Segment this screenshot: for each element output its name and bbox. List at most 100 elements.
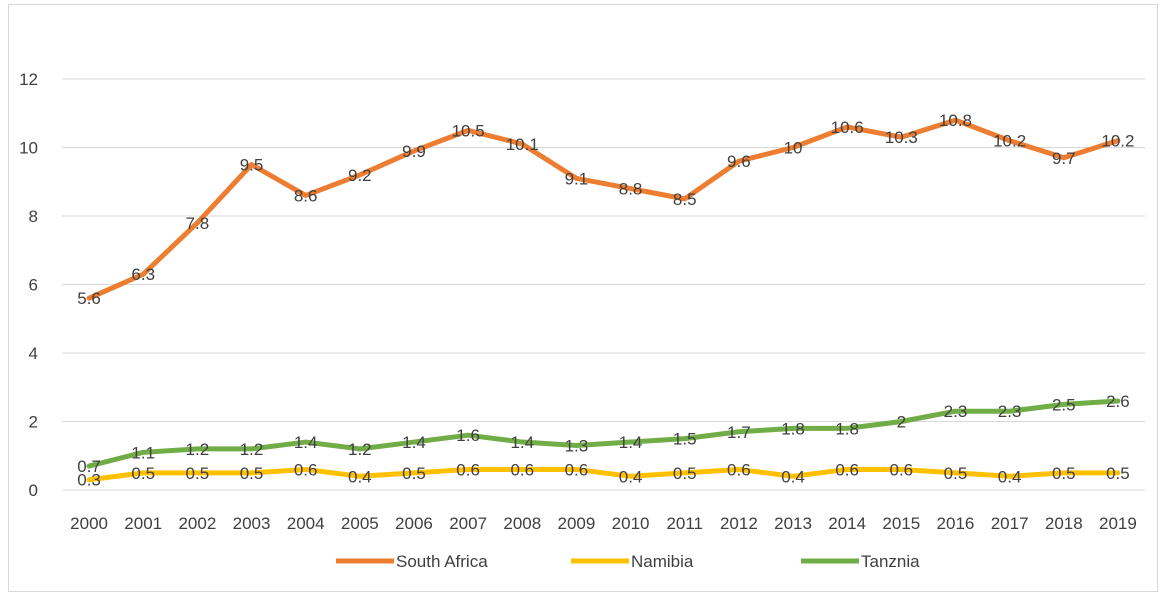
data-label: 1.8 <box>781 419 805 438</box>
data-label: 1.5 <box>673 430 697 449</box>
data-label: 9.6 <box>727 152 751 171</box>
data-label: 0.5 <box>673 464 697 483</box>
data-label: 10.2 <box>993 132 1026 151</box>
data-label: 10.5 <box>452 121 485 140</box>
x-tick-label: 2015 <box>882 514 920 533</box>
data-label: 0.6 <box>294 460 318 479</box>
data-label: 1.2 <box>240 440 264 459</box>
data-label: 0.5 <box>1106 464 1130 483</box>
data-label: 1.3 <box>565 436 589 455</box>
data-label: 0.5 <box>1052 464 1076 483</box>
y-tick-label: 8 <box>29 207 38 226</box>
x-tick-label: 2003 <box>233 514 271 533</box>
data-label: 0.6 <box>727 460 751 479</box>
data-label: 2 <box>897 413 906 432</box>
data-label: 2.3 <box>944 402 968 421</box>
data-label: 5.6 <box>77 289 101 308</box>
y-tick-label: 12 <box>19 70 38 89</box>
data-label: 9.7 <box>1052 149 1076 168</box>
legend-label: Tanznia <box>861 552 920 571</box>
series-line <box>86 398 1121 469</box>
data-label: 8.5 <box>673 190 697 209</box>
data-label: 0.4 <box>781 467 805 486</box>
series-line <box>86 466 1121 483</box>
series-line <box>86 117 1121 301</box>
data-label: 10.1 <box>506 135 539 154</box>
data-label: 9.2 <box>348 166 372 185</box>
data-label: 10.3 <box>885 128 918 147</box>
data-label: 0.7 <box>77 457 101 476</box>
y-tick-label: 4 <box>29 344 38 363</box>
data-label: 1.4 <box>510 433 534 452</box>
data-label: 0.5 <box>186 464 210 483</box>
data-label: 9.5 <box>240 156 264 175</box>
data-label: 0.6 <box>456 460 480 479</box>
data-label: 8.6 <box>294 186 318 205</box>
data-label: 0.4 <box>348 467 372 486</box>
x-tick-label: 2012 <box>720 514 758 533</box>
data-label: 2.6 <box>1106 392 1130 411</box>
data-label: 1.4 <box>402 433 426 452</box>
y-tick-label: 2 <box>29 413 38 432</box>
x-tick-label: 2000 <box>70 514 108 533</box>
x-tick-label: 2001 <box>124 514 162 533</box>
data-label: 8.8 <box>619 180 643 199</box>
x-tick-label: 2005 <box>341 514 379 533</box>
data-label: 1.1 <box>131 443 155 462</box>
x-tick-label: 2004 <box>287 514 325 533</box>
data-label: 0.5 <box>402 464 426 483</box>
data-label: 0.6 <box>565 460 589 479</box>
data-label: 1.2 <box>348 440 372 459</box>
y-axis-labels: 0 2 4 6 8 10 12 <box>19 70 38 500</box>
x-axis-labels: 2000 2001 2002 2003 2004 2005 2006 2007 2008 2009… <box>70 514 1137 533</box>
legend-label: Namibia <box>631 552 694 571</box>
x-tick-label: 2002 <box>178 514 216 533</box>
x-tick-label: 2007 <box>449 514 487 533</box>
x-tick-label: 2017 <box>991 514 1029 533</box>
legend-label: South Africa <box>396 552 488 571</box>
data-label: 0.5 <box>131 464 155 483</box>
data-label: 0.4 <box>619 467 643 486</box>
x-tick-label: 2018 <box>1045 514 1083 533</box>
data-label: 7.8 <box>186 214 210 233</box>
chart-area <box>8 4 1158 592</box>
x-tick-label: 2013 <box>774 514 812 533</box>
x-tick-label: 2006 <box>395 514 433 533</box>
y-tick-label: 6 <box>29 276 38 295</box>
data-label: 9.9 <box>402 142 426 161</box>
data-label: 0.4 <box>998 467 1022 486</box>
series-lines <box>86 117 1121 483</box>
data-label: 1.4 <box>619 433 643 452</box>
data-label: 1.2 <box>186 440 210 459</box>
x-tick-label: 2014 <box>828 514 866 533</box>
data-label: 0.5 <box>240 464 264 483</box>
data-label: 10.2 <box>1101 132 1134 151</box>
data-label: 1.8 <box>835 419 859 438</box>
data-label: 2.5 <box>1052 395 1076 414</box>
data-label: 1.6 <box>456 426 480 445</box>
data-label: 10.6 <box>831 118 864 137</box>
x-tick-label: 2011 <box>666 514 703 533</box>
legend: South Africa Namibia Tanznia <box>336 552 920 571</box>
data-label: 0.6 <box>890 460 914 479</box>
data-label: 1.7 <box>727 423 751 442</box>
data-label: 10 <box>784 139 803 158</box>
data-label: 10.8 <box>939 111 972 130</box>
data-label: 0.6 <box>510 460 534 479</box>
y-tick-label: 10 <box>19 139 38 158</box>
data-label: 6.3 <box>131 265 155 284</box>
data-label: 1.4 <box>294 433 318 452</box>
data-label: 0.3 <box>77 471 101 490</box>
data-label: 0.5 <box>944 464 968 483</box>
data-label: 9.1 <box>565 169 589 188</box>
data-label: 2.3 <box>998 402 1022 421</box>
y-tick-label: 0 <box>29 481 38 500</box>
x-tick-label: 2009 <box>558 514 596 533</box>
x-tick-label: 2008 <box>503 514 541 533</box>
data-label: 0.6 <box>835 460 859 479</box>
data-labels: 5.6 6.3 7.8 9.5 8.6 9.2 9.9 10.5 10.1 9.1 8.8 8.5 9.… <box>77 111 1134 490</box>
x-tick-label: 2010 <box>612 514 650 533</box>
gridlines <box>62 78 1145 491</box>
x-tick-label: 2019 <box>1099 514 1137 533</box>
